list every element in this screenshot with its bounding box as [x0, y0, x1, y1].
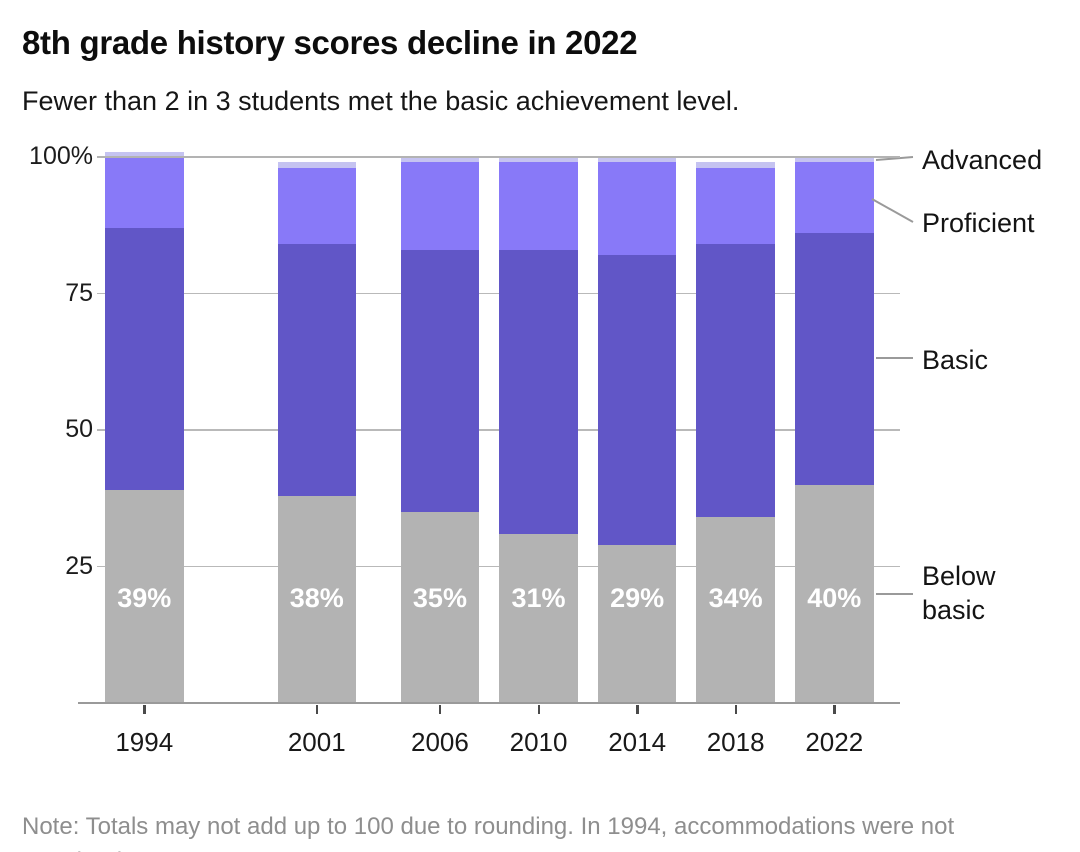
x-axis-label-2006: 2006: [411, 727, 469, 757]
bar-segment-below-basic-1994: [105, 490, 184, 703]
legend-item-proficient: Proficient: [922, 208, 1035, 238]
bar-value-label-2014: 29%: [610, 583, 665, 613]
bar-segment-advanced-1994: [105, 151, 184, 157]
bar-segment-proficient-2022: [795, 162, 874, 234]
x-axis-tick: [143, 705, 146, 714]
bar-segment-proficient-2006: [400, 162, 480, 250]
legend-item-advanced: Advanced: [922, 145, 1043, 175]
bar-segment-below-basic-2014: [597, 544, 677, 703]
bar-segment-basic-2014: [597, 255, 677, 545]
x-axis-tick: [438, 705, 442, 714]
x-axis-label-2001: 2001: [287, 727, 346, 757]
bar-value-label-2018: 34%: [708, 583, 763, 613]
bar-segment-advanced-2014: [597, 157, 677, 163]
bar-segment-below-basic-2018: [696, 517, 775, 703]
chart-subtitle: Fewer than 2 in 3 students met the basic…: [22, 86, 740, 116]
bar-segment-basic-2006: [400, 249, 480, 512]
x-axis-label-1994: 1994: [115, 727, 174, 757]
x-axis-tick: [636, 705, 639, 714]
x-axis-label-2014: 2014: [608, 727, 667, 757]
legend-item-basic: Basic: [922, 345, 989, 375]
bar-segment-basic-2010: [499, 249, 578, 534]
bar-value-label-2006: 35%: [412, 583, 467, 613]
bar-segment-below-basic-2010: [499, 533, 578, 703]
legend-item-below-basic: Below basic: [922, 561, 996, 625]
chart-title: 8th grade history scores decline in 2022: [22, 24, 638, 61]
x-axis-line: [78, 702, 900, 704]
bar-segment-advanced-2006: [400, 157, 480, 163]
bar-segment-proficient-2018: [696, 167, 775, 245]
x-axis-label-2010: 2010: [509, 727, 568, 757]
gridline-50: [97, 429, 900, 431]
bar-segment-basic-2022: [795, 233, 874, 485]
x-axis-tick: [537, 705, 541, 714]
footnote: Note: Totals may not add up to 100 due t…: [22, 813, 955, 852]
bar-segment-below-basic-2006: [400, 511, 480, 703]
bar-segment-proficient-1994: [105, 157, 184, 228]
bar-value-label-2001: 38%: [289, 583, 344, 613]
x-axis-label-2022: 2022: [805, 727, 864, 757]
gridline-75: [97, 292, 900, 294]
x-axis-tick: [833, 705, 836, 714]
y-axis-tick-label: 50: [65, 415, 93, 443]
gridline-25: [97, 565, 900, 567]
bar-segment-basic-2018: [696, 244, 775, 518]
bar-value-label-2022: 40%: [807, 583, 862, 613]
bar-value-label-1994: 39%: [117, 583, 172, 613]
bar-segment-advanced-2018: [696, 162, 775, 168]
x-axis-tick: [734, 705, 738, 714]
bar-segment-advanced-2001: [277, 162, 356, 168]
y-axis-tick-label: 100%: [29, 142, 93, 170]
bar-segment-basic-2001: [277, 244, 356, 496]
x-axis-tick: [315, 705, 319, 714]
bar-segment-below-basic-2022: [795, 484, 874, 703]
bar-segment-proficient-2010: [499, 162, 578, 250]
bar-segment-proficient-2014: [597, 162, 677, 256]
bar-segment-advanced-2010: [499, 157, 578, 163]
bar-value-label-2010: 31%: [511, 583, 566, 613]
bar-segment-basic-1994: [105, 227, 184, 491]
bar-segment-below-basic-2001: [277, 495, 356, 703]
gridline-100-overlay: [97, 156, 900, 158]
bar-segment-proficient-2001: [277, 167, 356, 245]
y-axis-tick-label: 75: [65, 278, 93, 307]
y-axis-tick-label: 25: [65, 551, 93, 580]
x-axis-label-2018: 2018: [706, 727, 765, 757]
bar-segment-advanced-2022: [795, 157, 874, 163]
